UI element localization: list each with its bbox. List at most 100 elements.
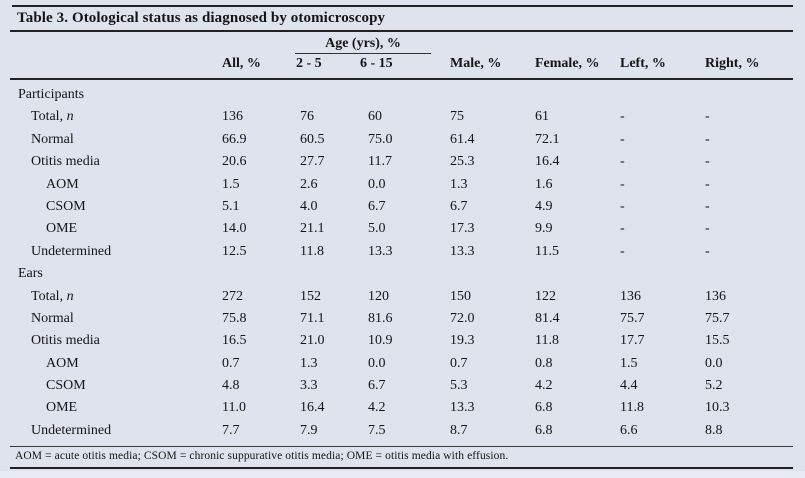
- value-cell: 15.5: [705, 333, 730, 349]
- column-header: Right, %: [705, 56, 760, 71]
- value-cell: 1.3: [300, 355, 318, 371]
- table-row: OME 11.0 16.4 4.2 13.3 6.8 11.8 10.3: [0, 397, 805, 419]
- table-body: Participants Total, n 136 76 60 75 61 - - Normal 6…: [0, 84, 805, 442]
- value-cell: 1.5: [620, 355, 638, 371]
- value-cell: 66.9: [222, 131, 247, 147]
- value-cell: 60: [368, 109, 382, 125]
- table-row: CSOM 4.8 3.3 6.7 5.3 4.2 4.4 5.2: [0, 375, 805, 397]
- value-cell: -: [620, 109, 625, 125]
- value-cell: -: [705, 109, 710, 125]
- value-cell: 5.2: [705, 378, 723, 394]
- value-cell: 6.8: [535, 422, 553, 438]
- value-cell: 7.9: [300, 422, 318, 438]
- value-cell: 75.7: [620, 310, 645, 326]
- value-cell: 75.8: [222, 310, 247, 326]
- table-row: Otitis media 16.5 21.0 10.9 19.3 11.8 17.7 15.5: [0, 330, 805, 352]
- value-cell: 4.9: [535, 198, 553, 214]
- value-cell: 1.6: [535, 176, 553, 192]
- value-cell: 0.7: [222, 355, 240, 371]
- row-label: Otitis media: [31, 333, 100, 349]
- row-label: CSOM: [46, 198, 86, 214]
- table-footnote: AOM = acute otitis media; CSOM = chronic…: [15, 450, 509, 462]
- value-cell: 17.3: [450, 221, 475, 237]
- row-label: Total, n: [31, 288, 74, 304]
- value-cell: 25.3: [450, 154, 475, 170]
- table-row: CSOM 5.1 4.0 6.7 6.7 4.9 - -: [0, 196, 805, 218]
- value-cell: 4.2: [368, 400, 386, 416]
- value-cell: 71.1: [300, 310, 325, 326]
- value-cell: 8.8: [705, 422, 723, 438]
- value-cell: 11.5: [535, 243, 559, 259]
- value-cell: 3.3: [300, 378, 318, 394]
- age-spanner-header: Age (yrs), %: [325, 36, 401, 51]
- value-cell: 2.6: [300, 176, 318, 192]
- column-header: 2 - 5: [296, 56, 322, 71]
- value-cell: 122: [535, 288, 556, 304]
- value-cell: 0.0: [705, 355, 723, 371]
- column-header: All, %: [222, 56, 261, 71]
- value-cell: 6.8: [535, 400, 553, 416]
- table-row: AOM 1.5 2.6 0.0 1.3 1.6 - -: [0, 174, 805, 196]
- value-cell: 120: [368, 288, 389, 304]
- row-label: Normal: [31, 131, 74, 147]
- value-cell: 136: [705, 288, 726, 304]
- value-cell: 1.5: [222, 176, 240, 192]
- value-cell: 12.5: [222, 243, 247, 259]
- value-cell: -: [705, 131, 710, 147]
- value-cell: 75: [450, 109, 464, 125]
- section-header-row: Participants: [0, 84, 805, 106]
- value-cell: 5.0: [368, 221, 386, 237]
- column-header: Left, %: [620, 56, 666, 71]
- table-title: Table 3. Otological status as diagnosed …: [17, 10, 386, 26]
- value-cell: 16.5: [222, 333, 247, 349]
- value-cell: 0.0: [368, 176, 386, 192]
- value-cell: 60.5: [300, 131, 325, 147]
- section-label: Ears: [18, 266, 43, 282]
- value-cell: -: [705, 243, 710, 259]
- bottom-rule: [10, 467, 793, 469]
- value-cell: 13.3: [450, 400, 475, 416]
- row-label: Undetermined: [31, 422, 112, 438]
- table-row: AOM 0.7 1.3 0.0 0.7 0.8 1.5 0.0: [0, 353, 805, 375]
- value-cell: 6.7: [450, 198, 468, 214]
- value-cell: 136: [222, 109, 243, 125]
- value-cell: 1.3: [450, 176, 468, 192]
- table-row: OME 14.0 21.1 5.0 17.3 9.9 - -: [0, 218, 805, 240]
- value-cell: 61: [535, 109, 549, 125]
- value-cell: 11.8: [535, 333, 559, 349]
- value-cell: -: [620, 176, 625, 192]
- value-cell: 6.7: [368, 198, 386, 214]
- value-cell: 152: [300, 288, 321, 304]
- value-cell: 75.7: [705, 310, 730, 326]
- table-row: Total, n 272 152 120 150 122 136 136: [0, 286, 805, 308]
- table-row: Otitis media 20.6 27.7 11.7 25.3 16.4 - -: [0, 151, 805, 173]
- value-cell: 11.8: [620, 400, 644, 416]
- value-cell: 7.5: [368, 422, 386, 438]
- value-cell: 5.3: [450, 378, 468, 394]
- column-header: Male, %: [450, 56, 502, 71]
- value-cell: 76: [300, 109, 314, 125]
- value-cell: 13.3: [450, 243, 475, 259]
- value-cell: 11.8: [300, 243, 324, 259]
- value-cell: 0.0: [368, 355, 386, 371]
- value-cell: -: [620, 198, 625, 214]
- value-cell: 72.0: [450, 310, 475, 326]
- title-rule: [10, 30, 793, 32]
- table-row: Undetermined 7.7 7.9 7.5 8.7 6.8 6.6 8.8: [0, 420, 805, 442]
- value-cell: 16.4: [535, 154, 560, 170]
- row-label: OME: [46, 400, 78, 416]
- value-cell: 6.7: [368, 378, 386, 394]
- value-cell: 72.1: [535, 131, 560, 147]
- value-cell: 136: [620, 288, 641, 304]
- value-cell: 19.3: [450, 333, 475, 349]
- value-cell: 7.7: [222, 422, 240, 438]
- age-spanner-rule: [295, 53, 431, 54]
- value-cell: 61.4: [450, 131, 475, 147]
- value-cell: -: [620, 131, 625, 147]
- value-cell: 81.4: [535, 310, 560, 326]
- value-cell: 8.7: [450, 422, 468, 438]
- row-label: Normal: [31, 310, 74, 326]
- section-header-row: Ears: [0, 263, 805, 285]
